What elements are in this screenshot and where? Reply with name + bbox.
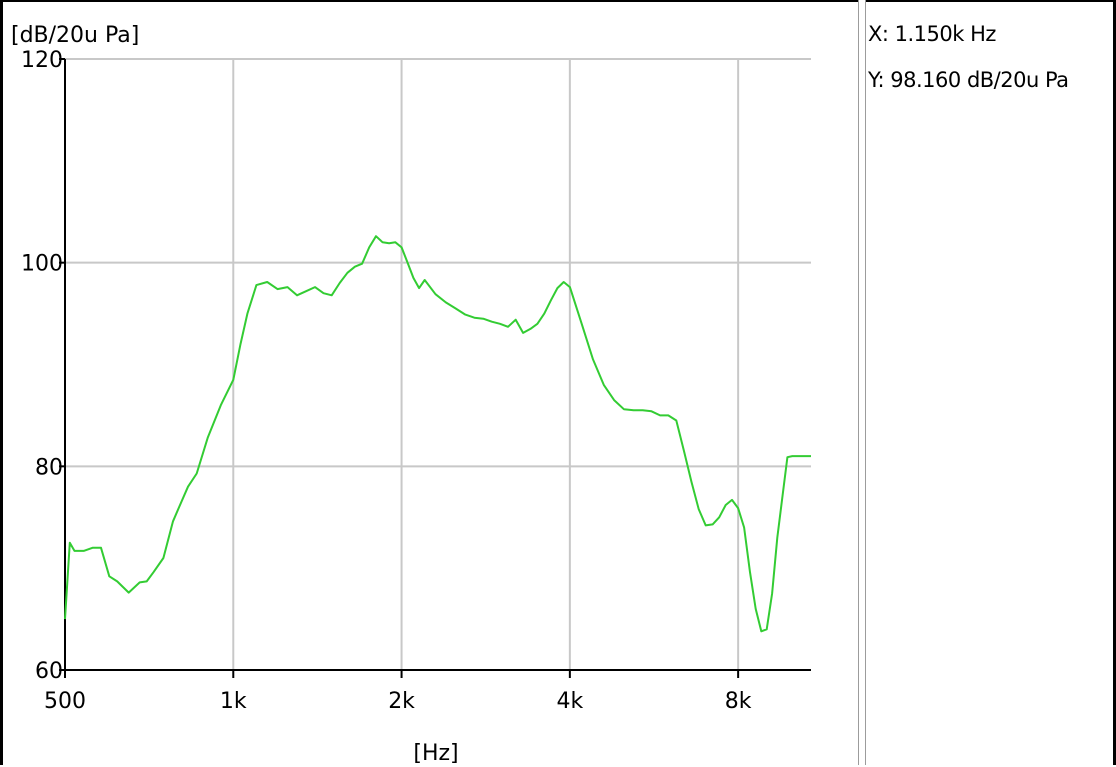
plot-panel[interactable]: 500 1k 2k 4k 8k 60 80 100 120 [dB/20u Pa] [Hz] [0, 0, 861, 767]
x-axis-title: [Hz] [413, 741, 458, 766]
x-tick-label-500: 500 [44, 689, 86, 714]
cursor-readout-panel: X: 1.150k Hz Y: 98.160 dB/20u Pa [866, 0, 1116, 765]
panel-splitter[interactable] [858, 0, 866, 765]
series-line-0[interactable] [64, 235, 811, 633]
y-tick-label-60: 60 [35, 659, 63, 684]
y-axis-title: [dB/20u Pa] [11, 23, 139, 48]
frequency-response-chart[interactable]: 500 1k 2k 4k 8k 60 80 100 120[dB/20u Pa] [Hz] [3, 2, 861, 767]
cursor-y-readout: Y: 98.160 dB/20u Pa [868, 68, 1069, 92]
y-tick-label-80: 80 [35, 455, 63, 480]
x-tick-label-8k: 8k [725, 689, 752, 714]
x-tick-label-1k: 1k [220, 689, 247, 714]
y-tick-label-100: 100 [21, 252, 63, 277]
x-tick-label-4k: 4k [556, 689, 583, 714]
x-tick-label-2k: 2k [388, 689, 415, 714]
cursor-x-readout: X: 1.150k Hz [868, 22, 996, 46]
y-tick-label-120: 120 [21, 48, 63, 73]
